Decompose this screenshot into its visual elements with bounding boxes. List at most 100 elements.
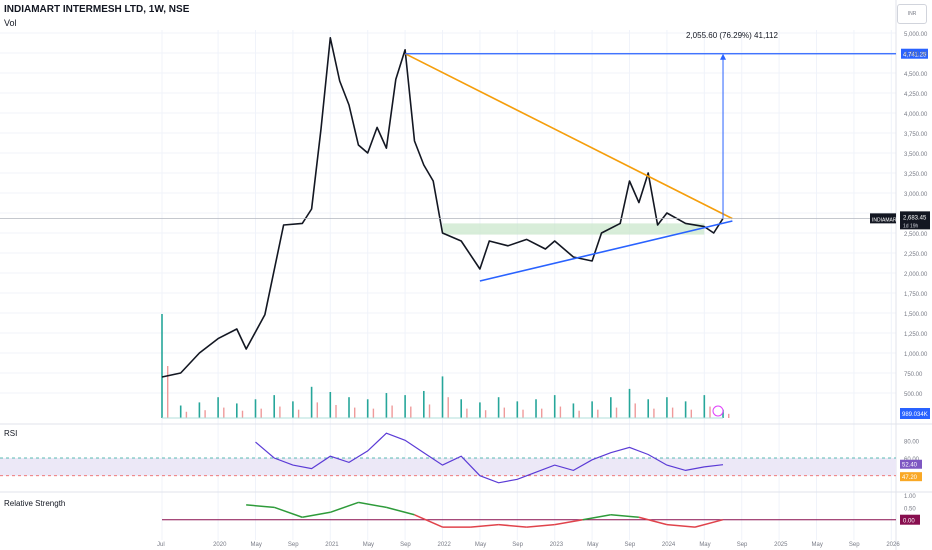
volume-bar (316, 402, 319, 418)
y-tick-label: 5,000.00 (904, 32, 928, 38)
volume-bar (260, 408, 262, 418)
y-tick-label: 4,000.00 (904, 112, 928, 118)
volume-bar (423, 390, 425, 418)
y-tick-label: 1,000.00 (904, 352, 928, 358)
rs-segment (273, 506, 303, 518)
volume-bar (497, 397, 500, 418)
volume-bar (460, 399, 463, 418)
rsi-tick-label: 80.00 (904, 439, 920, 445)
lightning-icon (712, 405, 724, 417)
volume-bar (204, 410, 206, 418)
volume-bar (722, 409, 724, 418)
measure-label: 2,055.60 (76.29%) 41,112 (686, 31, 778, 40)
volume-bar (310, 386, 313, 418)
y-tick-label: 750.00 (904, 372, 923, 378)
rs-segment (414, 514, 443, 528)
x-tick-label: Sep (737, 542, 748, 548)
y-tick-label: 4,500.00 (904, 72, 928, 78)
rs-segment (554, 518, 583, 526)
trendlines[interactable] (404, 53, 733, 282)
rsi-band (0, 458, 896, 476)
volume-bar (161, 314, 163, 418)
y-tick-label: 2,500.00 (904, 232, 928, 238)
volume-bar (167, 366, 169, 418)
x-tick-label: 2026 (886, 542, 900, 548)
x-tick-label: May (251, 542, 262, 548)
volume-bar (329, 392, 332, 418)
volume-bar (217, 397, 219, 418)
volume-bar (666, 397, 668, 418)
y-tick-label: 3,000.00 (904, 192, 928, 198)
x-tick-label: 2023 (550, 542, 564, 548)
volume-bar (559, 406, 562, 418)
volume-bar (391, 405, 393, 418)
y-tick-label: 4,250.00 (904, 92, 928, 98)
volume-tag-label: 989.034K (902, 412, 928, 418)
x-tick-label: Sep (400, 542, 411, 548)
volume-bar (572, 403, 575, 418)
volume-bar (690, 409, 693, 418)
support-zone (442, 223, 705, 235)
volume-bar (254, 399, 257, 418)
volume-bar (198, 402, 201, 418)
rs-tag-label: 0.00 (903, 519, 915, 525)
volume-bar (578, 410, 580, 418)
volume-bar (354, 407, 356, 418)
measure-tool[interactable]: 4,741.25 (405, 48, 928, 219)
volume-bar (466, 408, 468, 418)
x-tick-label: 2021 (325, 542, 339, 548)
rs-segment (386, 506, 415, 516)
volume-bar (541, 408, 543, 418)
volume-bar (516, 401, 519, 418)
volume-bar (703, 395, 706, 418)
volume-bar (179, 405, 182, 418)
currency-button[interactable]: INR (897, 4, 927, 24)
volume-bar (610, 397, 612, 418)
arrow-up-icon (720, 53, 727, 60)
rs-tick-label: 1.00 (904, 494, 916, 500)
volume-bar (273, 395, 276, 418)
y-tick-label: 1,750.00 (904, 292, 928, 298)
target-price-tag (901, 48, 928, 59)
x-tick-label: Sep (512, 542, 523, 548)
rs-tick-label: 0.50 (904, 506, 916, 512)
rsi-tag-2 (900, 472, 922, 482)
volume-bar (647, 399, 650, 418)
x-tick-label: May (475, 542, 486, 548)
rsi-pane-label: RSI (4, 429, 18, 438)
volume-bar (348, 397, 350, 418)
volume-bar (684, 401, 687, 418)
lower-trendline (479, 220, 733, 282)
volume-bar (615, 407, 618, 418)
rs-segment (526, 523, 555, 528)
volume-bar (372, 408, 375, 418)
rs-segment (470, 523, 499, 528)
volume-bar (484, 410, 487, 418)
volume-bars (161, 314, 730, 419)
rs-segment (694, 518, 724, 528)
volume-bar (441, 376, 444, 418)
y-tick-label: 3,250.00 (904, 172, 928, 178)
volume-bar (223, 407, 225, 418)
volume-bar (366, 399, 369, 418)
volume-bar (185, 411, 188, 418)
y-tick-label: 2,000.00 (904, 272, 928, 278)
symbol-tag (870, 213, 896, 224)
rs-segment (358, 501, 387, 509)
price-line-group[interactable] (161, 36, 724, 378)
volume-bar (236, 403, 238, 418)
volume-bar (279, 406, 281, 418)
volume-tag (900, 408, 930, 419)
x-tick-label: May (587, 542, 598, 548)
volume-bar (553, 395, 556, 418)
volume-bar (447, 397, 449, 418)
x-tick-label: 2022 (438, 542, 452, 548)
rsi-tag-1 (900, 459, 922, 469)
rs-segment (302, 511, 331, 518)
x-tick-label: Sep (849, 542, 860, 548)
rs-segment (246, 504, 275, 509)
volume-bar (709, 406, 711, 418)
price-line (161, 36, 724, 378)
